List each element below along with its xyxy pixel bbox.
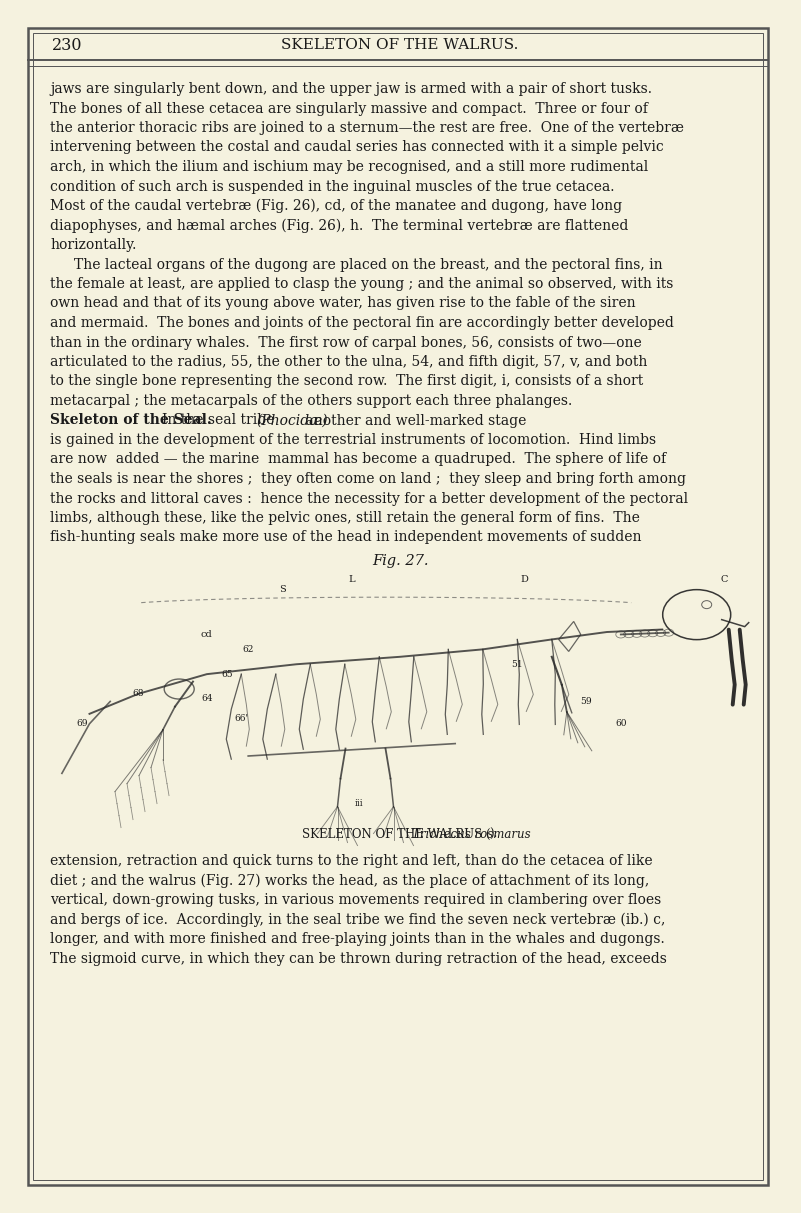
Text: is gained in the development of the terrestrial instruments of locomotion.  Hind: is gained in the development of the terr… (50, 433, 656, 448)
Text: the anterior thoracic ribs are joined to a sternum—the rest are free.  One of th: the anterior thoracic ribs are joined to… (50, 121, 684, 135)
Text: 62: 62 (243, 645, 254, 654)
Text: 66': 66' (235, 714, 248, 723)
Text: condition of such arch is suspended in the inguinal muscles of the true cetacea.: condition of such arch is suspended in t… (50, 180, 614, 194)
Text: than in the ordinary whales.  The first row of carpal bones, 56, consists of two: than in the ordinary whales. The first r… (50, 336, 642, 349)
Text: Fig. 27.: Fig. 27. (372, 554, 429, 568)
Text: L: L (348, 575, 355, 585)
Text: 68: 68 (132, 689, 143, 699)
Text: diapophyses, and hæmal arches (Fig. 26), h.  The terminal vertebræ are flattened: diapophyses, and hæmal arches (Fig. 26),… (50, 218, 628, 233)
Text: The lacteal organs of the dugong are placed on the breast, and the pectoral fins: The lacteal organs of the dugong are pla… (74, 257, 662, 272)
Text: S: S (280, 586, 286, 594)
Text: iii: iii (354, 798, 363, 808)
Text: ).: ). (489, 828, 497, 841)
Text: In the seal tribe: In the seal tribe (163, 414, 279, 427)
Text: and bergs of ice.  Accordingly, in the seal tribe we find the seven neck vertebr: and bergs of ice. Accordingly, in the se… (50, 912, 666, 927)
Text: fish-hunting seals make more use of the head in independent movements of sudden: fish-hunting seals make more use of the … (50, 530, 642, 545)
Text: Trichecus rosmarus: Trichecus rosmarus (413, 828, 531, 841)
Text: to the single bone representing the second row.  The first digit, i, consists of: to the single bone representing the seco… (50, 375, 643, 388)
Text: 65: 65 (222, 670, 233, 678)
Text: (Phocidæ): (Phocidæ) (256, 414, 328, 427)
Text: SKELETON OF THE WALRUS.: SKELETON OF THE WALRUS. (281, 38, 519, 52)
Text: 69: 69 (77, 719, 88, 728)
Text: the seals is near the shores ;  they often come on land ;  they sleep and bring : the seals is near the shores ; they ofte… (50, 472, 686, 486)
Text: The sigmoid curve, in which they can be thrown during retraction of the head, ex: The sigmoid curve, in which they can be … (50, 951, 667, 966)
Text: 59: 59 (581, 697, 592, 706)
Text: arch, in which the ilium and ischium may be recognised, and a still more rudimen: arch, in which the ilium and ischium may… (50, 160, 648, 173)
Text: D: D (521, 575, 528, 585)
Bar (45, 570, 745, 818)
Text: Skeleton of the Seal.: Skeleton of the Seal. (50, 414, 211, 427)
Text: another and well-marked stage: another and well-marked stage (301, 414, 526, 427)
Text: extension, retraction and quick turns to the right and left, than do the cetacea: extension, retraction and quick turns to… (50, 854, 653, 869)
Text: own head and that of its young above water, has given rise to the fable of the s: own head and that of its young above wat… (50, 296, 636, 311)
Text: horizontally.: horizontally. (50, 238, 136, 252)
Text: 230: 230 (52, 36, 83, 53)
Text: longer, and with more finished and free-playing joints than in the whales and du: longer, and with more finished and free-… (50, 932, 665, 946)
Text: C: C (721, 575, 728, 585)
Text: the rocks and littoral caves :  hence the necessity for a better development of : the rocks and littoral caves : hence the… (50, 491, 688, 506)
Text: and mermaid.  The bones and joints of the pectoral fin are accordingly better de: and mermaid. The bones and joints of the… (50, 317, 674, 330)
Text: Most of the caudal vertebræ (Fig. 26), cd, of the manatee and dugong, have long: Most of the caudal vertebræ (Fig. 26), c… (50, 199, 622, 213)
Text: limbs, although these, like the pelvic ones, still retain the general form of fi: limbs, although these, like the pelvic o… (50, 511, 640, 525)
Text: SKELETON OF THE WALRUS (: SKELETON OF THE WALRUS ( (302, 828, 491, 841)
Text: 60: 60 (615, 719, 626, 728)
Text: diet ; and the walrus (Fig. 27) works the head, as the place of attachment of it: diet ; and the walrus (Fig. 27) works th… (50, 873, 650, 888)
Text: the female at least, are applied to clasp the young ; and the animal so observed: the female at least, are applied to clas… (50, 277, 674, 291)
Text: metacarpal ; the metacarpals of the others support each three phalanges.: metacarpal ; the metacarpals of the othe… (50, 394, 572, 408)
Text: articulated to the radius, 55, the other to the ulna, 54, and fifth digit, 57, v: articulated to the radius, 55, the other… (50, 355, 647, 369)
Text: jaws are singularly bent down, and the upper jaw is armed with a pair of short t: jaws are singularly bent down, and the u… (50, 82, 652, 96)
Text: cd: cd (201, 630, 213, 639)
Text: 51: 51 (512, 660, 523, 668)
Text: vertical, down-growing tusks, in various movements required in clambering over f: vertical, down-growing tusks, in various… (50, 893, 662, 907)
Text: 64: 64 (201, 695, 212, 704)
Text: intervening between the costal and caudal series has connected with it a simple : intervening between the costal and cauda… (50, 141, 664, 154)
Text: are now  added — the marine  mammal has become a quadruped.  The sphere of life : are now added — the marine mammal has be… (50, 452, 666, 467)
Text: The bones of all these cetacea are singularly massive and compact.  Three or fou: The bones of all these cetacea are singu… (50, 102, 648, 115)
